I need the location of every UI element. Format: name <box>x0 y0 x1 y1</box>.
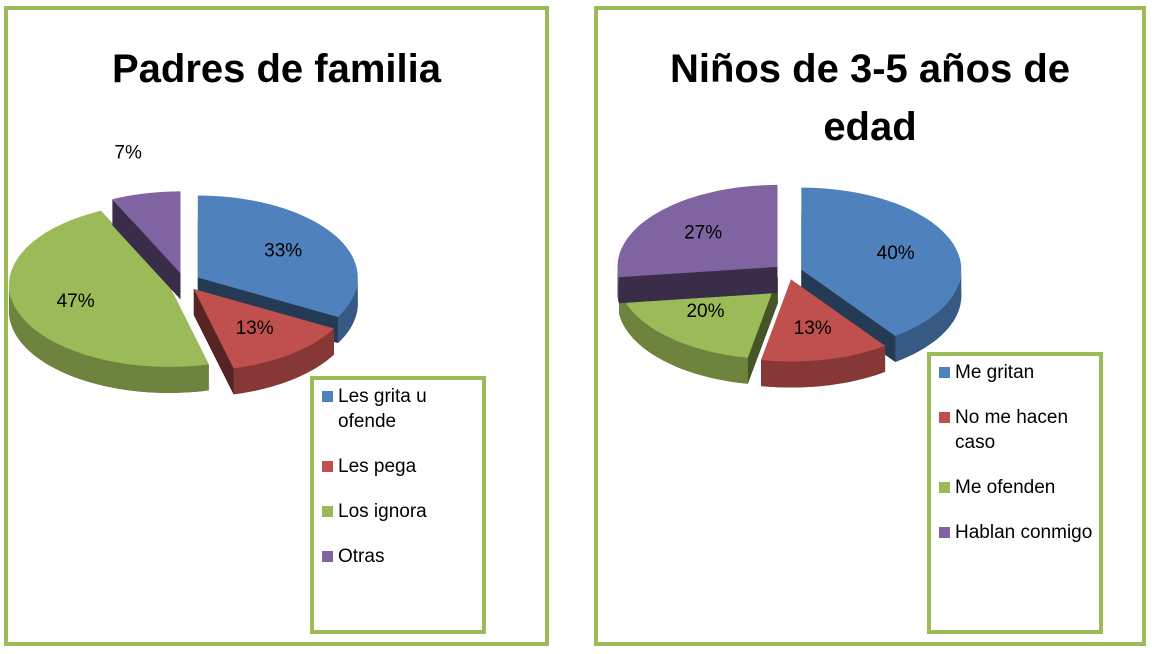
data-label: 20% <box>686 301 724 322</box>
chart-panel: Niños de 3-5 años de edad 40% 13% 20% 27% M… <box>594 6 1146 646</box>
pie-chart: 33% 13% 47% 7% <box>8 142 358 395</box>
legend-label: Hablan conmigo <box>955 522 1093 543</box>
slice-wall <box>193 288 234 395</box>
legend-label: No me hacen caso <box>955 407 1069 453</box>
legend-item: Les pega <box>320 454 476 479</box>
legend-swatch <box>322 461 333 472</box>
legend-label: Les grita u ofende <box>338 386 427 432</box>
legend: Les grita u ofende Les pega Los ignora Otra… <box>310 376 486 634</box>
legend-item: Hablan conmigo <box>937 520 1093 545</box>
slice-side <box>761 345 886 388</box>
slice <box>197 195 358 317</box>
slice <box>9 210 209 367</box>
chart-title: Padres de familia <box>111 47 442 91</box>
legend-label: Me ofenden <box>955 477 1056 498</box>
legend-swatch <box>939 482 950 493</box>
data-label: 40% <box>877 243 915 264</box>
data-label: 33% <box>264 241 302 262</box>
slice <box>617 184 778 278</box>
legend-swatch <box>939 367 950 378</box>
legend-item: Me ofenden <box>937 475 1093 500</box>
slice <box>112 191 181 274</box>
legend-item: Me gritan <box>937 360 1093 385</box>
slice-side <box>233 328 334 395</box>
legend-label: Me gritan <box>955 362 1035 383</box>
data-label: 7% <box>114 142 142 163</box>
slice-wall <box>112 199 181 300</box>
legend-label: Otras <box>338 546 385 567</box>
data-label: 47% <box>57 291 95 312</box>
slice-wall <box>618 266 778 304</box>
data-label: 27% <box>684 222 722 243</box>
legend-item: Los ignora <box>320 499 476 524</box>
data-label: 13% <box>794 318 832 339</box>
legend-label: Les pega <box>338 456 417 477</box>
slice <box>761 279 886 362</box>
legend-item: Otras <box>320 544 476 569</box>
slice <box>193 288 334 369</box>
legend-swatch <box>322 551 333 562</box>
legend: Me gritan No me hacen caso Me ofenden Habla… <box>927 352 1103 634</box>
legend-item: Les grita u ofende <box>320 384 476 434</box>
chart-panel: Padres de familia 33% 13% 47% 7% Les grita … <box>4 6 549 646</box>
legend-swatch <box>939 527 950 538</box>
legend-swatch <box>322 391 333 402</box>
slice-wall <box>747 277 778 384</box>
pie-chart: 40% 13% 20% 27% <box>617 184 962 388</box>
legend-label: Los ignora <box>338 501 427 522</box>
legend-swatch <box>322 506 333 517</box>
slice-side <box>8 285 209 393</box>
legend-item: No me hacen caso <box>937 405 1093 455</box>
chart-title: Niños de 3-5 años de edad <box>669 47 1071 149</box>
slice-side <box>617 266 619 304</box>
slice-side <box>619 287 748 384</box>
legend-swatch <box>939 412 950 423</box>
data-label: 13% <box>236 318 274 339</box>
slice-side <box>895 269 962 362</box>
slice-side <box>338 277 358 343</box>
slice <box>801 187 962 336</box>
